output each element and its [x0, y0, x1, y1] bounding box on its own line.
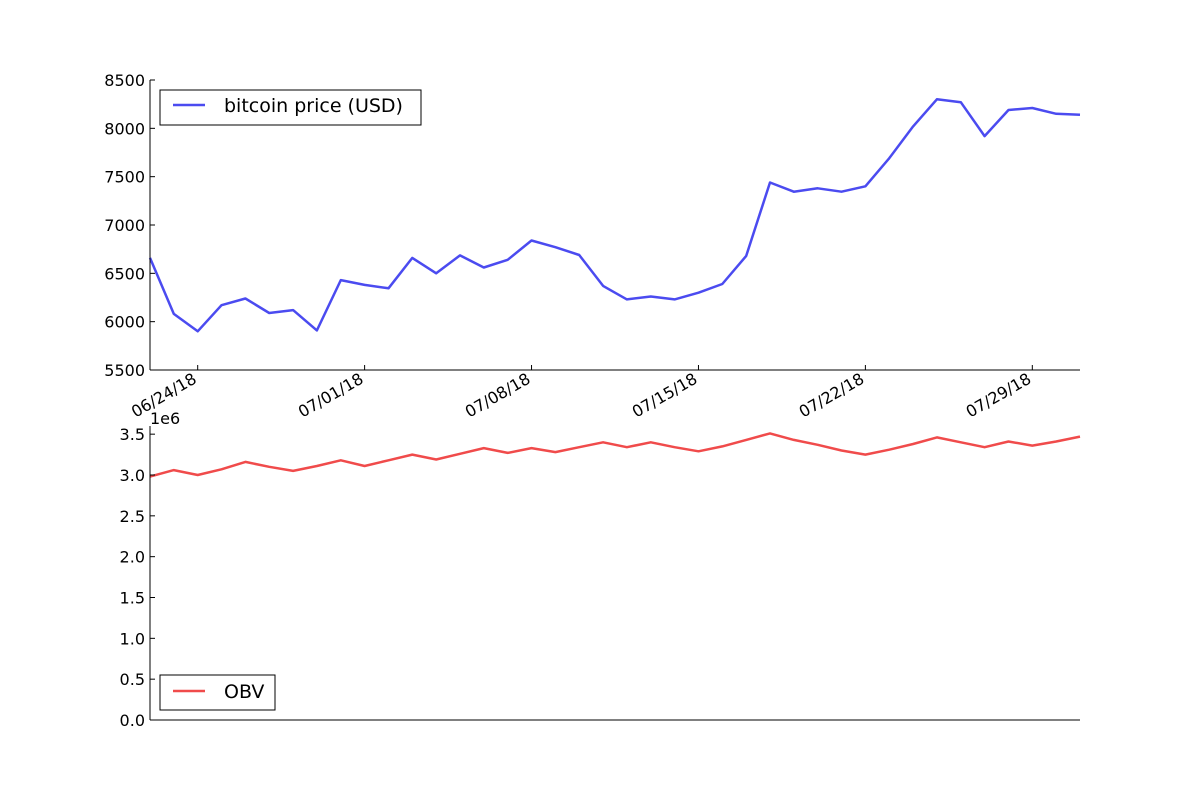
- price-y-tick-label: 8000: [104, 119, 145, 138]
- price-y-tick-label: 6500: [104, 264, 145, 283]
- obv-legend-label: OBV: [224, 681, 264, 703]
- price-y-ticks: 5500 6000 6500 7000 7500 8000 8500: [104, 71, 155, 380]
- obv-series-layer: [149, 432, 1081, 478]
- price-series-line: [148, 98, 1081, 333]
- obv-y-ticks: 0.0 0.5 1.0 1.5 2.0 2.5 3.0 3.5: [120, 425, 155, 730]
- price-y-tick-label: 5500: [104, 361, 145, 380]
- obv-y-tick-label: 3.5: [120, 425, 145, 444]
- obv-y-tick-label: 0.5: [120, 670, 145, 689]
- obv-y-tick-label: 3.0: [120, 466, 145, 485]
- obv-legend: OBV: [159, 674, 276, 711]
- obv-y-tick-label: 2.0: [120, 548, 145, 567]
- obv-y-tick-label: 1.0: [120, 629, 145, 648]
- obv-y-tick-label: 1.5: [120, 589, 145, 608]
- price-series-layer: [148, 98, 1081, 333]
- price-y-tick-label: 7500: [104, 168, 145, 187]
- price-legend-label: bitcoin price (USD): [224, 95, 403, 117]
- obv-scale-label: 1e6: [150, 409, 180, 428]
- obv-chart-panel: 0.0 0.5 1.0 1.5 2.0 2.5 3.0 3.5 1e6 OBV: [120, 409, 1081, 730]
- price-y-tick-label: 8500: [104, 71, 145, 90]
- price-y-tick-label: 7000: [104, 216, 145, 235]
- obv-y-tick-label: 2.5: [120, 507, 145, 526]
- obv-y-tick-label: 0.0: [120, 711, 145, 730]
- obv-series-line: [149, 432, 1081, 478]
- price-y-tick-label: 6000: [104, 313, 145, 332]
- price-legend: bitcoin price (USD): [159, 89, 422, 126]
